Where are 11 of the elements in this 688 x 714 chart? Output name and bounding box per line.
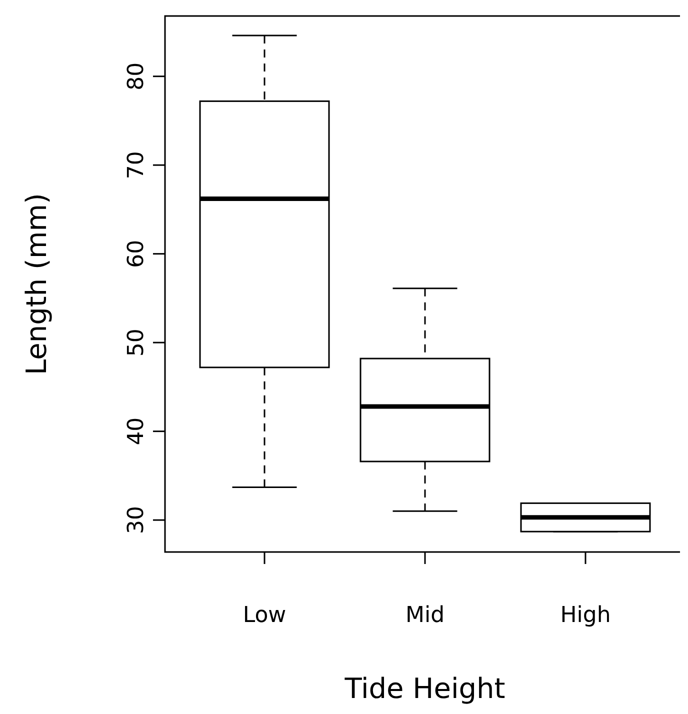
x-tick-label: High	[560, 603, 611, 628]
x-tick-label: Low	[242, 603, 286, 628]
y-tick-label: 60	[124, 240, 149, 268]
x-axis-title: Tide Height	[344, 672, 506, 705]
y-axis-title: Length (mm)	[20, 193, 53, 375]
y-tick-label: 80	[124, 62, 149, 90]
y-tick-label: 30	[124, 506, 149, 534]
x-tick-label: Mid	[405, 603, 445, 628]
y-tick-label: 40	[124, 417, 149, 446]
y-tick-label: 50	[124, 328, 149, 357]
y-tick-label: 70	[124, 151, 149, 180]
